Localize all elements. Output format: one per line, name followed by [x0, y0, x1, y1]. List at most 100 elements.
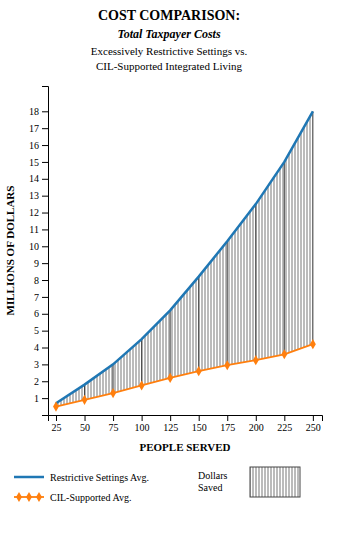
y-tick-mark — [42, 145, 48, 146]
legend-item: Restrictive Settings Avg. — [14, 472, 149, 483]
y-tick-mark — [42, 162, 48, 163]
legend: Restrictive Settings Avg. CIL-Supported A… — [14, 467, 300, 503]
y-axis: 123456789101112131415161718 — [29, 87, 49, 416]
series-marker — [281, 349, 287, 359]
series-marker — [139, 380, 145, 390]
legend-marker — [36, 492, 42, 502]
x-tick-label: 200 — [249, 422, 264, 433]
chart-container: COST COMPARISON: Total Taxpayer Costs Exce… — [0, 0, 338, 550]
savings-segment — [227, 241, 228, 365]
y-tick-label: 5 — [34, 325, 39, 336]
y-tick-mark — [42, 263, 48, 264]
y-tick: 16 — [29, 140, 48, 151]
savings-segment — [170, 310, 171, 377]
y-tick-mark — [42, 213, 48, 214]
legend-label: Restrictive Settings Avg. — [50, 472, 149, 483]
subtitle: Total Taxpayer Costs — [117, 27, 220, 41]
y-tick-label: 13 — [29, 190, 39, 201]
y-tick: 12 — [29, 207, 48, 218]
x-tick-label: 250 — [306, 422, 321, 433]
y-tick: 7 — [34, 292, 48, 303]
y-tick: 3 — [34, 359, 48, 370]
y-tick-label: 4 — [34, 342, 39, 353]
series-line — [56, 111, 313, 403]
y-tick-mark — [42, 297, 48, 298]
x-axis-title: PEOPLE SERVED — [140, 441, 231, 453]
subtitle: CIL-Supported Integrated Living — [96, 60, 243, 72]
title: COST COMPARISON: — [98, 8, 240, 23]
subtitle: Excessively Restrictive Settings vs. — [91, 45, 248, 57]
legend-marker — [26, 492, 32, 502]
savings-area — [56, 111, 313, 406]
y-tick: 9 — [34, 258, 48, 269]
y-tick-label: 11 — [29, 224, 39, 235]
y-tick-label: 7 — [34, 292, 39, 303]
x-tick-mark — [284, 415, 285, 421]
y-tick-label: 18 — [29, 106, 39, 117]
series-line — [56, 344, 313, 406]
y-tick-label: 3 — [34, 359, 39, 370]
x-tick-mark — [85, 415, 86, 421]
y-tick: 1 — [34, 393, 48, 404]
series-marker — [310, 339, 316, 349]
y-tick: 11 — [29, 224, 48, 235]
x-tick: 125 — [163, 415, 178, 433]
savings-segment — [198, 277, 199, 371]
savings-segment — [312, 111, 313, 344]
y-tick-mark — [42, 229, 48, 230]
y-tick-label: 1 — [34, 393, 39, 404]
y-tick: 18 — [29, 106, 48, 117]
x-tick: 175 — [220, 415, 235, 433]
series-marker — [82, 395, 88, 405]
legend-label: CIL-Supported Avg. — [50, 492, 131, 503]
y-tick: 8 — [34, 275, 48, 286]
x-tick-label: 125 — [163, 422, 178, 433]
x-axis: 255075100125150175200225250 — [49, 415, 323, 433]
x-tick-mark — [256, 415, 257, 421]
y-tick: 2 — [34, 376, 48, 387]
savings-segment — [284, 162, 285, 354]
x-tick: 250 — [306, 415, 321, 433]
y-axis-line — [42, 87, 49, 416]
x-tick-label: 175 — [220, 422, 235, 433]
series-marker — [224, 360, 230, 370]
y-tick-mark — [42, 128, 48, 129]
y-tick-mark — [42, 348, 48, 349]
y-tick: 15 — [29, 157, 48, 168]
y-axis-title: MILLIONS OF DOLLARS — [4, 186, 16, 316]
x-tick-label: 225 — [277, 422, 292, 433]
series-marker — [196, 366, 202, 376]
y-tick: 10 — [29, 241, 48, 252]
x-tick-mark — [142, 415, 143, 421]
y-tick-label: 2 — [34, 376, 39, 387]
x-tick: 150 — [192, 415, 207, 433]
y-tick: 13 — [29, 190, 48, 201]
x-tick-label: 25 — [51, 422, 61, 433]
y-tick-label: 12 — [29, 207, 39, 218]
y-tick-mark — [42, 111, 48, 112]
annotation: DollarsSaved — [198, 470, 228, 493]
series-marker — [253, 355, 259, 365]
y-tick: 17 — [29, 123, 48, 134]
legend-hatch-swatch — [250, 467, 300, 497]
y-tick-mark — [42, 246, 48, 247]
savings-segment — [141, 339, 142, 385]
x-tick-mark — [227, 415, 228, 421]
x-tick-label: 150 — [192, 422, 207, 433]
x-tick-label: 75 — [109, 422, 119, 433]
savings-segment — [255, 204, 256, 360]
chart-svg: COST COMPARISON: Total Taxpayer Costs Exce… — [0, 0, 338, 550]
y-tick: 4 — [34, 342, 48, 353]
x-tick-label: 50 — [80, 422, 90, 433]
series-marker — [167, 373, 173, 383]
x-tick-mark — [313, 415, 314, 421]
series-marker — [110, 388, 116, 398]
y-tick-label: 15 — [29, 157, 39, 168]
y-tick-label: 9 — [34, 258, 39, 269]
y-tick-label: 6 — [34, 308, 39, 319]
x-tick: 225 — [277, 415, 292, 433]
y-tick-mark — [42, 381, 48, 382]
legend-swatch — [14, 476, 44, 479]
x-tick-mark — [170, 415, 171, 421]
legend-item: CIL-Supported Avg. — [14, 492, 131, 503]
